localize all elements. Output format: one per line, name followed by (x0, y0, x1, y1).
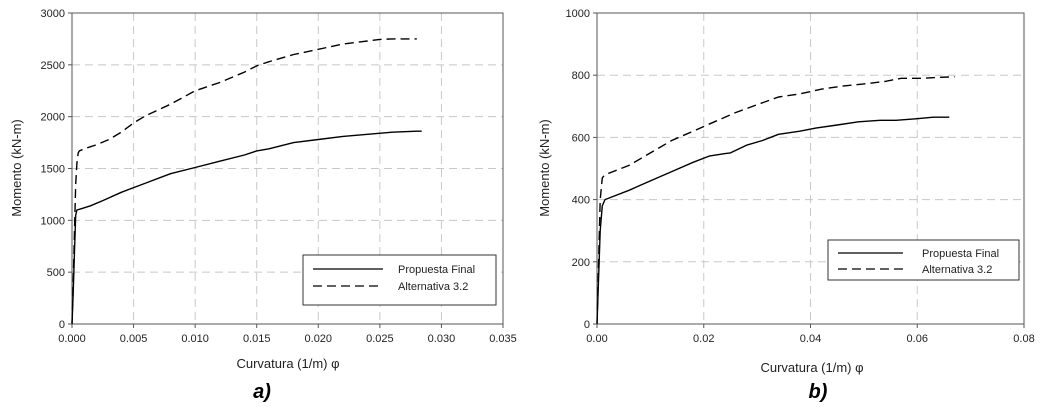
chart-a-xtick-label: 0.005 (120, 333, 148, 345)
chart-b-ylabel: Momento (kN-m) (537, 119, 552, 217)
chart-b-ytick-label: 800 (572, 70, 590, 82)
chart-a-series-line-2 (71, 38, 417, 325)
chart-b-series-line-1 (596, 116, 950, 325)
chart-b-legend-label-2: Alternativa 3.2 (922, 264, 992, 276)
chart-a-ytick-label: 2000 (41, 112, 65, 124)
chart-a-xtick-label: 0.030 (428, 333, 456, 345)
chart-b-ytick-label: 1000 (566, 8, 590, 20)
chart-a-ytick-label: 2500 (41, 60, 65, 72)
chart-a-ytick-label: 0 (59, 319, 65, 331)
chart-b-xtick-label: 0.02 (693, 333, 714, 345)
chart-a-series-line-1 (71, 130, 422, 325)
chart-a-legend-label-1: Propuesta Final (398, 264, 475, 276)
chart-a-panel-label: a) (253, 381, 271, 403)
chart-b-ytick-label: 200 (572, 257, 590, 269)
chart-b-legend: Propuesta Final Alternativa 3.2 (827, 239, 1020, 281)
chart-a-grid (72, 13, 503, 324)
chart-a-ytick-label: 3000 (41, 8, 65, 20)
chart-a-xtick-label: 0.000 (58, 333, 86, 345)
chart-a: 0.000 0.005 0.010 0.015 0.020 0.025 0.030 0.035… (9, 8, 517, 403)
chart-b-xtick-label: 0.06 (907, 333, 928, 345)
chart-b-ytick-label: 400 (572, 195, 590, 207)
chart-b-legend-box (827, 239, 1020, 281)
chart-b-grid (597, 13, 1024, 324)
chart-a-xlabel: Curvatura (1/m) φ (236, 356, 339, 371)
chart-a-xtick-label: 0.010 (181, 333, 209, 345)
chart-a-xtick-label: 0.015 (243, 333, 271, 345)
chart-a-xtick-label: 0.035 (489, 333, 517, 345)
chart-b-xlabel: Curvatura (1/m) φ (760, 360, 863, 375)
chart-b-xtick-label: 0.08 (1013, 333, 1034, 345)
chart-a-xticks: 0.000 0.005 0.010 0.015 0.020 0.025 0.030 0.035 (58, 324, 517, 345)
chart-b-ytick-label: 0 (584, 319, 590, 331)
chart-a-legend: Propuesta Final Alternativa 3.2 (302, 254, 497, 306)
chart-b-xtick-label: 0.04 (800, 333, 821, 345)
chart-b-ytick-label: 600 (572, 132, 590, 144)
chart-a-ylabel: Momento (kN-m) (9, 119, 24, 217)
chart-a-ytick-label: 1000 (41, 215, 65, 227)
chart-b-series-line-2 (596, 76, 955, 325)
chart-a-xtick-label: 0.025 (366, 333, 394, 345)
chart-b-panel-label: b) (809, 381, 828, 403)
chart-b-legend-label-1: Propuesta Final (922, 248, 999, 260)
chart-b-yticks: 0 200 400 600 800 1000 (566, 8, 597, 331)
chart-a-legend-label-2: Alternativa 3.2 (398, 281, 468, 293)
chart-a-yticks: 0 500 1000 1500 2000 2500 3000 (41, 8, 72, 331)
chart-b-xtick-label: 0.00 (586, 333, 607, 345)
chart-b-xticks: 0.00 0.02 0.04 0.06 0.08 (586, 324, 1035, 345)
chart-b-series (596, 76, 955, 325)
chart-a-xtick-label: 0.020 (305, 333, 333, 345)
chart-b: 0.00 0.02 0.04 0.06 0.08 0 200 400 600 800 1000 C… (537, 8, 1035, 403)
chart-a-series (71, 38, 422, 325)
chart-a-ytick-label: 500 (47, 267, 65, 279)
chart-a-legend-box (302, 254, 497, 306)
chart-a-ytick-label: 1500 (41, 164, 65, 176)
